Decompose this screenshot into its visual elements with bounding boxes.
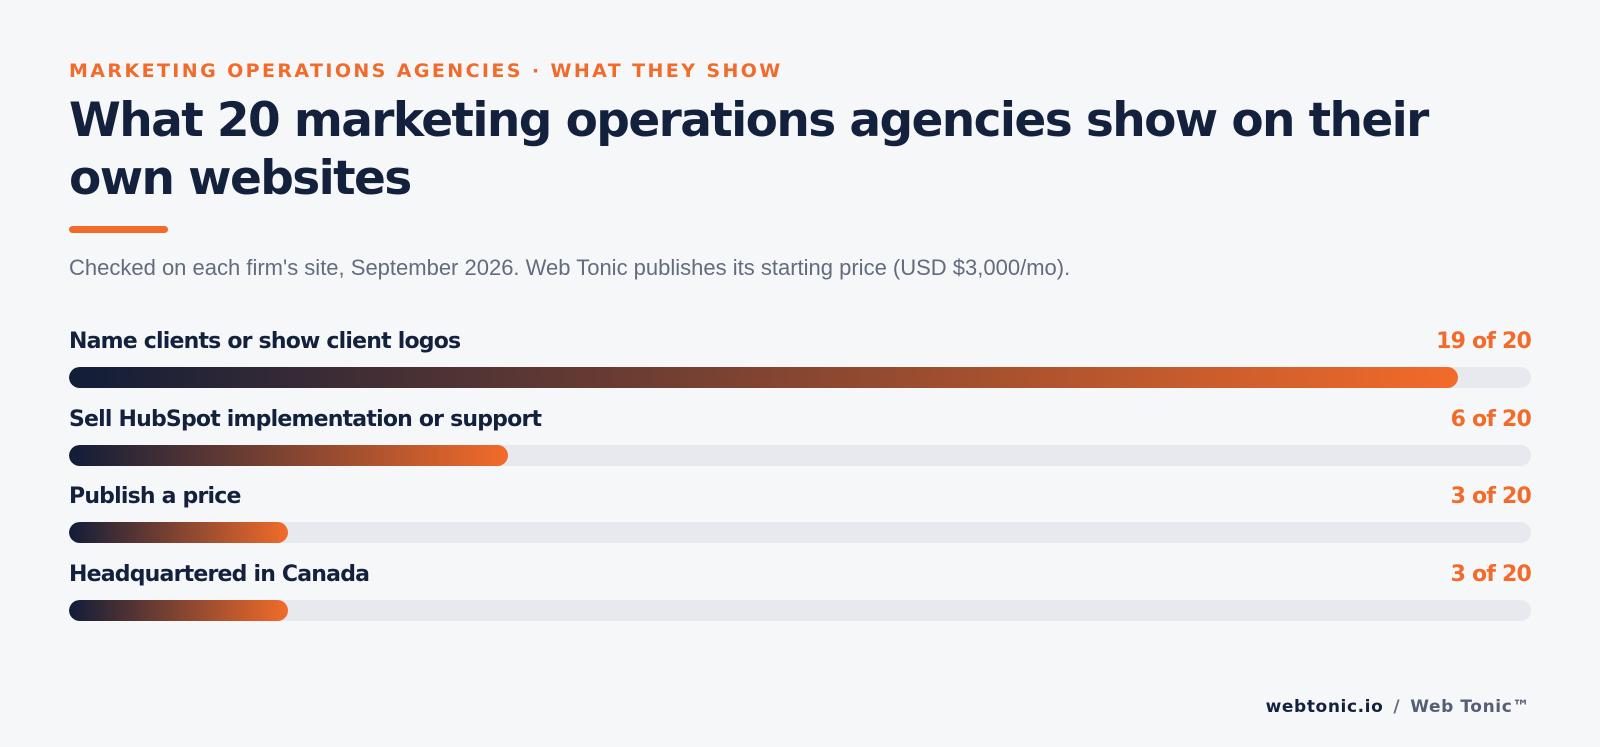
bar-fill <box>69 522 289 543</box>
eyebrow-label: MARKETING OPERATIONS AGENCIES · WHAT THE… <box>69 60 783 82</box>
bar-chart: Name clients or show client logos 19 of 2… <box>69 329 1532 640</box>
bar-category-label: Headquartered in Canada <box>69 561 370 587</box>
bar-value-label: 6 of 20 <box>1450 406 1532 432</box>
bar-track <box>69 444 1531 466</box>
bar-row-header: Sell HubSpot implementation or support 6 … <box>69 406 1532 437</box>
footer-site-link[interactable]: webtonic.io <box>1265 697 1384 717</box>
chart-subtitle: Checked on each firm's site, September 2… <box>69 255 1071 280</box>
bar-fill <box>69 367 1458 388</box>
footer-brand: Web Tonic™ <box>1410 697 1530 717</box>
footer-credit: webtonic.io / Web Tonic™ <box>1266 697 1530 717</box>
bar-row: Headquartered in Canada 3 of 20 <box>69 561 1532 640</box>
bar-category-label: Name clients or show client logos <box>69 329 461 354</box>
bar-row-header: Name clients or show client logos 19 of 2… <box>69 329 1532 359</box>
footer-separator: / <box>1393 697 1401 717</box>
bar-row: Publish a price 3 of 20 <box>69 484 1532 562</box>
bar-category-label: Publish a price <box>69 484 241 509</box>
bar-category-label: Sell HubSpot implementation or support <box>69 406 542 432</box>
bar-fill <box>69 599 289 621</box>
chart-title: What 20 marketing operations agencies sh… <box>69 93 1429 206</box>
bar-track <box>69 522 1531 543</box>
bar-row-header: Publish a price 3 of 20 <box>69 484 1532 514</box>
title-accent-rule <box>69 226 168 233</box>
bar-value-label: 3 of 20 <box>1450 561 1532 587</box>
bar-row: Sell HubSpot implementation or support 6 … <box>69 406 1532 485</box>
bar-value-label: 3 of 20 <box>1450 484 1532 509</box>
bar-row-header: Headquartered in Canada 3 of 20 <box>69 561 1532 592</box>
bar-track <box>69 599 1531 621</box>
bar-track <box>69 367 1531 388</box>
bar-row: Name clients or show client logos 19 of 2… <box>69 329 1532 407</box>
bar-fill <box>69 444 508 466</box>
bar-value-label: 19 of 20 <box>1436 329 1532 354</box>
